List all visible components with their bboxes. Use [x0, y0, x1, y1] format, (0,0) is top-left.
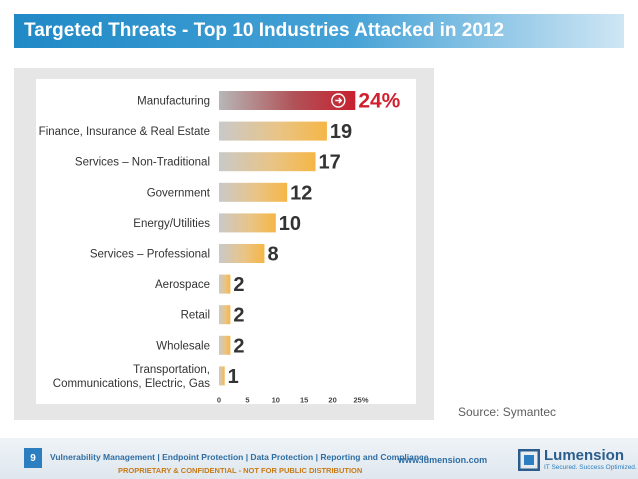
bar — [219, 274, 231, 294]
arrow-circle-icon-arrow — [335, 97, 343, 104]
logo-name: Lumension — [544, 447, 625, 464]
data-label: 10 — [279, 213, 301, 235]
x-tick-label: 0 — [217, 395, 221, 404]
lumension-logo: Lumension IT Secured. Success Optimized. — [518, 447, 637, 474]
bar — [219, 244, 265, 263]
data-label: 19 — [330, 121, 352, 143]
bar-chart: Manufacturing Finance, Insurance & Real E… — [39, 90, 401, 405]
data-label: 1 — [228, 366, 239, 388]
source-note: Source: Symantec — [458, 405, 557, 419]
bar — [219, 213, 276, 233]
category-label: Manufacturing — [137, 96, 210, 108]
category-label: Services – Professional — [90, 249, 210, 261]
data-label: 17 — [319, 152, 341, 174]
x-tick-label: 5 — [245, 395, 249, 404]
data-label: 24% — [358, 90, 400, 113]
x-tick-label: 10 — [272, 395, 280, 404]
category-label: Aerospace — [155, 279, 210, 291]
data-label: 8 — [267, 244, 278, 266]
bar — [219, 305, 231, 325]
footer-url[interactable]: www.lumension.com — [398, 455, 488, 465]
data-label: 12 — [290, 182, 312, 204]
bar — [219, 121, 327, 141]
data-label: 2 — [233, 335, 244, 357]
chart-area: Manufacturing Finance, Insurance & Real E… — [36, 79, 416, 404]
bar — [219, 152, 316, 172]
category-label: Finance, Insurance & Real Estate — [39, 126, 210, 138]
data-label: 2 — [233, 274, 244, 296]
logo-tagline: IT Secured. Success Optimized. — [544, 464, 637, 471]
bar — [219, 335, 231, 355]
x-tick-label: 20 — [328, 395, 336, 404]
bar — [219, 91, 356, 110]
category-label: Government — [147, 187, 211, 199]
bar — [219, 182, 288, 202]
data-label: 2 — [233, 305, 244, 327]
page-number: 9 — [24, 448, 42, 468]
x-tick-label: 15 — [300, 395, 308, 404]
bar — [219, 366, 225, 386]
page-title: Targeted Threats - Top 10 Industries Att… — [24, 20, 505, 41]
arrow-circle-icon — [331, 93, 346, 108]
category-label: Transportation, Communications, Electric,… — [53, 364, 210, 390]
title-bar: Targeted Threats - Top 10 Industries Att… — [14, 14, 624, 48]
lumension-logo-icon — [518, 449, 540, 471]
category-label: Retail — [181, 310, 210, 322]
footer-tagline: Vulnerability Management | Endpoint Prot… — [50, 452, 429, 462]
x-tick-label: 25% — [353, 395, 368, 404]
category-label: Energy/Utilities — [133, 218, 210, 230]
confidential-notice: PROPRIETARY & CONFIDENTIAL - NOT FOR PUB… — [118, 466, 363, 475]
category-label: Wholesale — [156, 340, 210, 352]
category-label: Services – Non-Traditional — [75, 157, 210, 169]
chart-panel: Manufacturing Finance, Insurance & Real E… — [14, 68, 434, 420]
